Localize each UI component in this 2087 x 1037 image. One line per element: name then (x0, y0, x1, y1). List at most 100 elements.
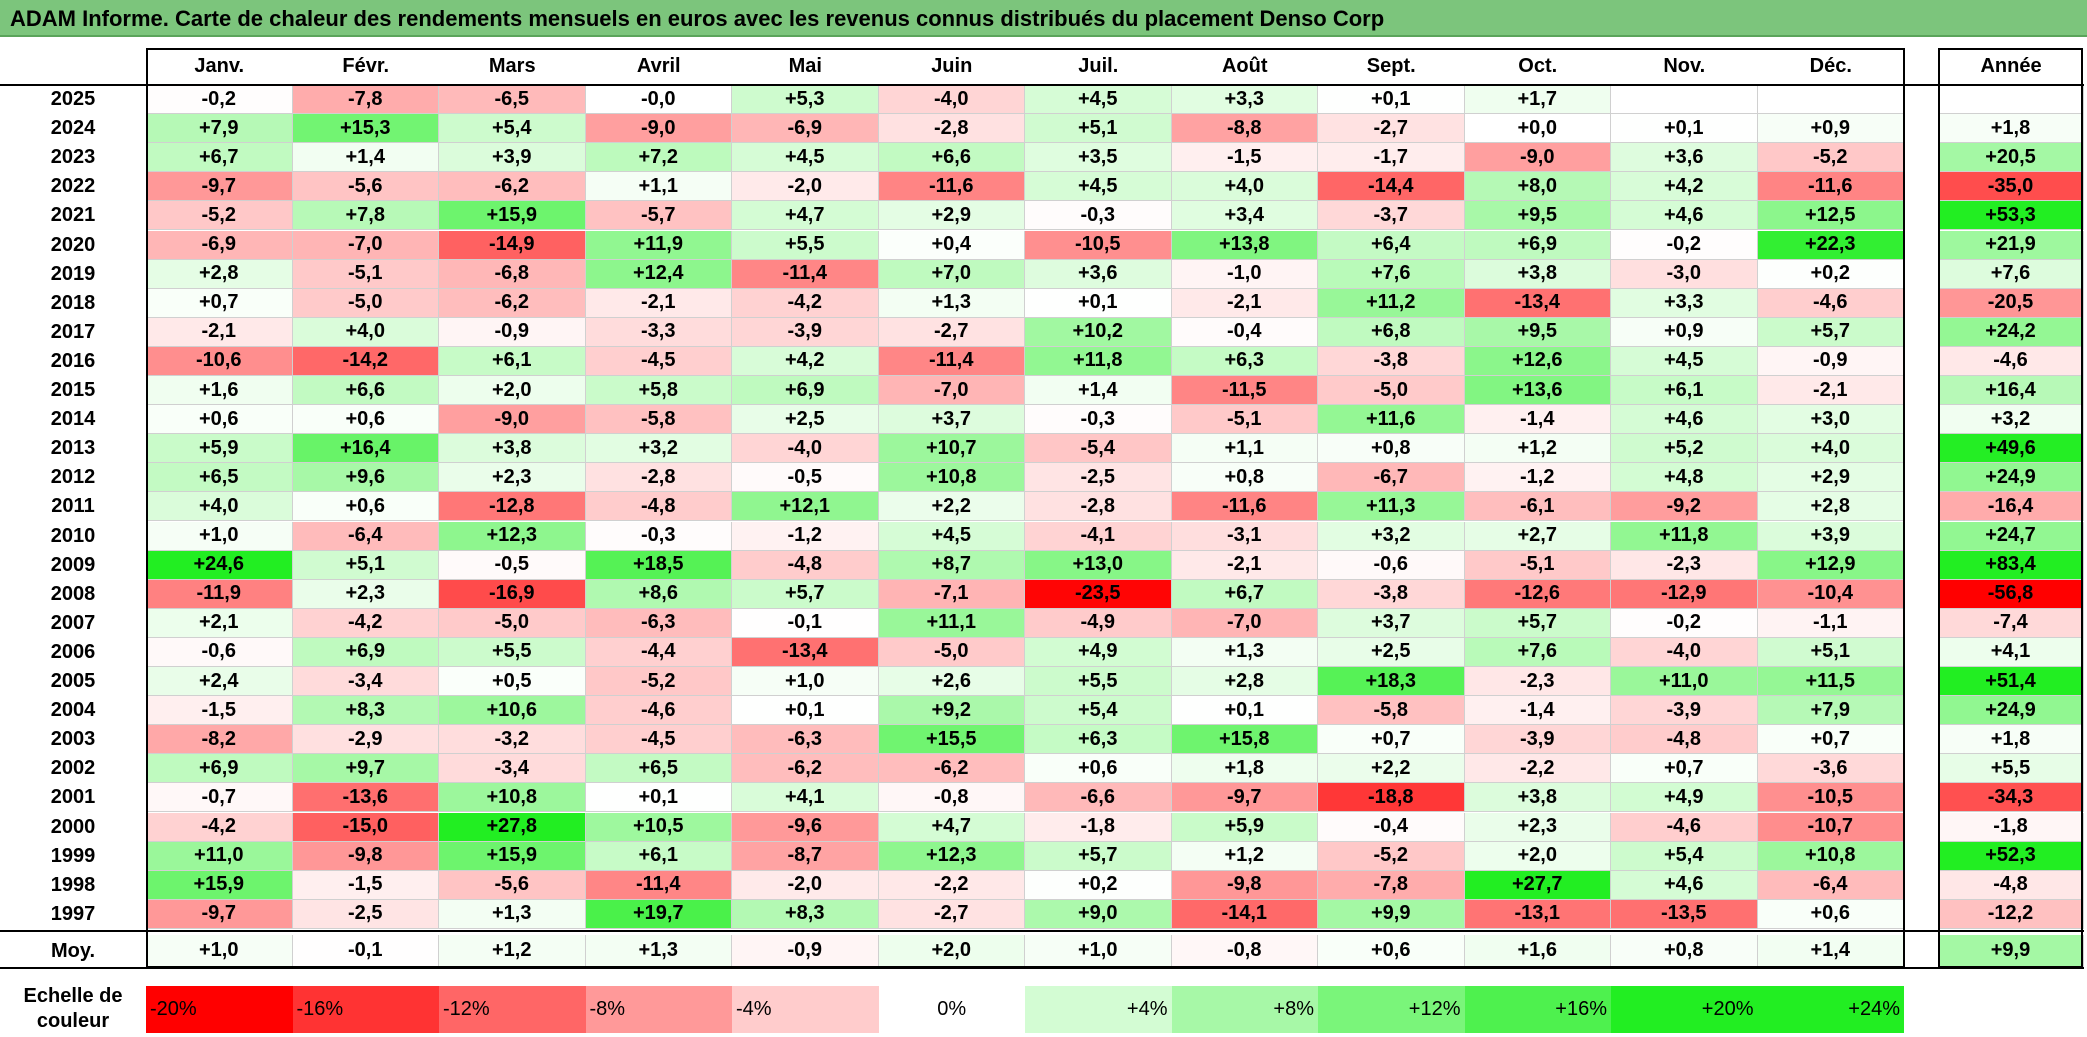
heatmap-cell: -3,2 (439, 725, 586, 755)
heatmap-cell: +11,3 (1318, 492, 1465, 522)
heatmap-cell: +5,8 (585, 376, 732, 406)
annual-cell: +1,8 (1938, 114, 2084, 144)
average-cell: +0,6 (1318, 935, 1465, 967)
heatmap-cell: +8,0 (1464, 172, 1611, 202)
annual-cell: +24,9 (1938, 696, 2084, 726)
heatmap-cell: +15,8 (1171, 725, 1318, 755)
heatmap-cell: +7,6 (1318, 259, 1465, 289)
heatmap-cell: +1,4 (292, 143, 439, 173)
heatmap-cell: +13,0 (1025, 550, 1172, 580)
heatmap-cell: -2,8 (878, 114, 1025, 144)
heatmap-cell: +5,3 (732, 85, 879, 115)
heatmap-cell: +11,8 (1611, 521, 1758, 551)
heatmap-cell: -2,1 (1171, 288, 1318, 318)
heatmap-cell: +6,1 (1611, 376, 1758, 406)
heatmap-cell: -5,7 (585, 201, 732, 231)
row-year-label: 2008 (0, 579, 146, 609)
heatmap-cell: +0,9 (1611, 317, 1758, 347)
heatmap-cell: +1,3 (439, 899, 586, 929)
heatmap-cell: +0,6 (146, 405, 293, 435)
heatmap-cell: +5,9 (146, 434, 293, 464)
heatmap-cell: -5,1 (1171, 405, 1318, 435)
heatmap-cell: +24,6 (146, 550, 293, 580)
average-cell: +1,0 (146, 935, 293, 967)
heatmap-cell: -2,0 (732, 870, 879, 900)
heatmap-cell: -7,8 (1318, 870, 1465, 900)
annual-cell (1938, 85, 2084, 115)
color-scale-swatch: -4% (732, 986, 879, 1033)
heatmap-cell: -4,6 (1757, 288, 1904, 318)
heatmap-cell: +2,5 (1318, 637, 1465, 667)
heatmap-cell: +0,2 (1025, 870, 1172, 900)
color-scale-swatch: 0% (878, 986, 1025, 1033)
color-scale-swatch: +20% (1611, 986, 1758, 1033)
heatmap-cell: -6,4 (292, 521, 439, 551)
heatmap-cell: +2,2 (1318, 754, 1465, 784)
heatmap-cell: +11,0 (1611, 667, 1758, 697)
heatmap-cell: +6,9 (146, 754, 293, 784)
row-year-label: 1998 (0, 870, 146, 900)
heatmap-cell: -13,1 (1464, 899, 1611, 929)
average-cell: -0,8 (1171, 935, 1318, 967)
heatmap-cell: +3,5 (1025, 143, 1172, 173)
heatmap-cell: -3,8 (1318, 346, 1465, 376)
color-scale-swatch: +12% (1318, 986, 1465, 1033)
heatmap-cell: +2,8 (1757, 492, 1904, 522)
heatmap-cell: +4,7 (878, 812, 1025, 842)
heatmap-cell: +6,5 (146, 463, 293, 493)
heatmap-cell: +3,4 (1171, 201, 1318, 231)
heatmap-cell: -9,6 (732, 812, 879, 842)
heatmap-cell: -9,0 (1464, 143, 1611, 173)
annual-cell: +49,6 (1938, 434, 2084, 464)
annual-cell: +53,3 (1938, 201, 2084, 231)
heatmap-cell: +0,7 (1757, 725, 1904, 755)
heatmap-cell: -5,1 (292, 259, 439, 289)
annual-cell: +4,1 (1938, 637, 2084, 667)
average-cell: +1,0 (1025, 935, 1172, 967)
heatmap-cell: +8,7 (878, 550, 1025, 580)
row-year-label: 2001 (0, 783, 146, 813)
heatmap-cell: +11,6 (1318, 405, 1465, 435)
heatmap-cell: +0,1 (1171, 696, 1318, 726)
heatmap-cell: -1,7 (1318, 143, 1465, 173)
heatmap-cell: +12,6 (1464, 346, 1611, 376)
heatmap-cell: +18,3 (1318, 667, 1465, 697)
heatmap-cell: +3,9 (1757, 521, 1904, 551)
annual-cell: +3,2 (1938, 405, 2084, 435)
color-scale-swatch: +16% (1464, 986, 1611, 1033)
heatmap-cell: +9,9 (1318, 899, 1465, 929)
heatmap-cell: -0,8 (878, 783, 1025, 813)
heatmap-cell: +1,0 (732, 667, 879, 697)
row-year-label: 2018 (0, 288, 146, 318)
heatmap-cell: +10,8 (878, 463, 1025, 493)
heatmap-cell: -2,5 (1025, 463, 1172, 493)
annual-cell: -4,6 (1938, 346, 2084, 376)
heatmap-cell: -5,1 (1464, 550, 1611, 580)
heatmap-cell: +6,3 (1025, 725, 1172, 755)
heatmap-cell: +0,5 (439, 667, 586, 697)
heatmap-cell: -2,5 (292, 899, 439, 929)
row-year-label: 2022 (0, 172, 146, 202)
heatmap-cell: -13,4 (1464, 288, 1611, 318)
heatmap-cell: +15,9 (439, 201, 586, 231)
heatmap-cell: -3,9 (1464, 725, 1611, 755)
heatmap-cell: -5,2 (1757, 143, 1904, 173)
heatmap-cell: -6,2 (878, 754, 1025, 784)
average-cell: -0,9 (732, 935, 879, 967)
heatmap-cell: +5,7 (1464, 608, 1611, 638)
heatmap-cell: +2,3 (1464, 812, 1611, 842)
heatmap-cell: -15,0 (292, 812, 439, 842)
annual-cell: +51,4 (1938, 667, 2084, 697)
heatmap-cell: -9,7 (146, 899, 293, 929)
average-annual-cell: +9,9 (1938, 935, 2084, 967)
heatmap-cell: -4,9 (1025, 608, 1172, 638)
color-scale-swatch: -16% (292, 986, 439, 1033)
heatmap-cell: -5,0 (292, 288, 439, 318)
year-header: Année (1938, 48, 2084, 84)
heatmap-cell: +3,0 (1757, 405, 1904, 435)
heatmap-cell: -6,4 (1757, 870, 1904, 900)
heatmap-cell: +2,3 (439, 463, 586, 493)
heatmap-cell: +2,6 (878, 667, 1025, 697)
heatmap-cell: +5,4 (439, 114, 586, 144)
heatmap-cell: -0,9 (1757, 346, 1904, 376)
